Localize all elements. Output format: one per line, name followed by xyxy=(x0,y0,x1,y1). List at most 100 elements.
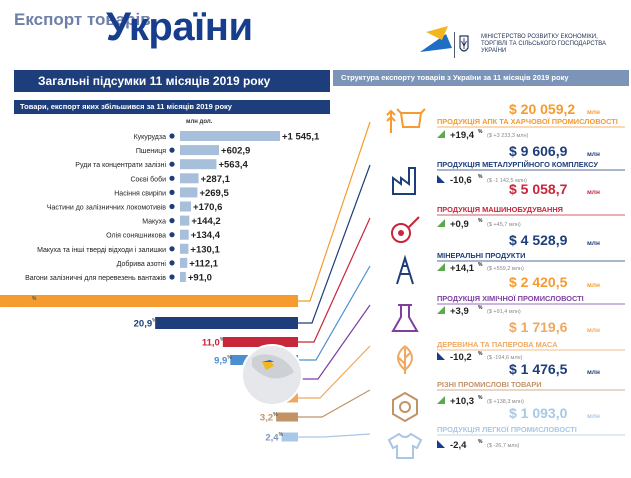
percent-sign: % xyxy=(220,337,225,343)
growth-category-label: Частини до залізничних локомотивів xyxy=(47,204,166,212)
growth-value-label: +130,1 xyxy=(190,244,220,255)
nut-icon xyxy=(392,391,418,423)
bullet-icon xyxy=(169,246,175,252)
share-value-label: 20,9 xyxy=(134,319,153,330)
connector-line xyxy=(298,121,371,302)
export-unit: млн xyxy=(587,109,600,116)
category-name: ДЕРЕВИНА ТА ПАПЕРОВА МАСА xyxy=(437,340,558,349)
ministry-name: МІНІСТЕРСТВО РОЗВИТКУ ЕКОНОМІКИ, ТОРГІВЛ… xyxy=(481,34,607,54)
percent-sign: % xyxy=(478,129,483,135)
trend-up-icon xyxy=(437,263,445,271)
export-value: $ 1 719,6 xyxy=(509,319,568,335)
gear-wrench-icon xyxy=(408,216,420,228)
bullet-icon xyxy=(169,189,175,195)
share-value-label: 2,4 xyxy=(265,433,279,444)
header-country: України xyxy=(106,5,253,49)
wheat-cow-icon xyxy=(396,108,426,128)
gear-wrench-icon xyxy=(398,230,404,236)
growth-value-label: +602,9 xyxy=(221,146,250,157)
header-export-label: Експорт товарів xyxy=(14,10,151,29)
change-absolute: ($ +138,3 млн) xyxy=(487,399,524,405)
export-unit: млн xyxy=(587,189,600,196)
share-value-label: 11,0 xyxy=(202,338,220,349)
growth-bar xyxy=(180,243,189,254)
export-unit: млн xyxy=(587,151,600,158)
category-name: РІЗНІ ПРОМИСЛОВІ ТОВАРИ xyxy=(437,380,542,389)
percent-sign: % xyxy=(478,174,483,180)
bullet-icon xyxy=(169,147,175,153)
leaf-icon xyxy=(397,345,413,374)
share-bar xyxy=(276,412,298,422)
connector-line xyxy=(298,164,371,324)
export-value: $ 20 059,2 xyxy=(509,101,575,117)
connector-line xyxy=(298,217,371,343)
trend-up-icon xyxy=(437,219,445,227)
export-value: $ 1 093,0 xyxy=(509,405,568,421)
bullet-icon xyxy=(169,175,175,181)
export-unit: млн xyxy=(587,240,600,247)
bullet-icon xyxy=(169,161,175,167)
export-unit: млн xyxy=(587,413,600,420)
trend-down-icon xyxy=(437,440,445,448)
growth-category-label: Макуха та інші тверді відходи і залишки xyxy=(37,246,166,254)
connector-line xyxy=(298,389,371,418)
growth-value-label: +134,4 xyxy=(191,230,221,241)
growth-value-label: +170,6 xyxy=(193,202,222,213)
trend-down-icon xyxy=(437,175,445,183)
percent-sign: % xyxy=(273,412,278,418)
growth-category-label: Макуха xyxy=(142,219,166,226)
growth-value-label: +269,5 xyxy=(199,188,229,199)
percent-sign: % xyxy=(279,432,284,438)
trend-up-icon xyxy=(437,396,445,404)
growth-bar xyxy=(180,215,190,226)
ukraine-mark-icon xyxy=(262,360,274,370)
unit-label: млн дол. xyxy=(186,119,213,125)
growth-value-label: +287,1 xyxy=(201,174,231,185)
change-percent: +10,3 xyxy=(450,396,474,407)
connector-line xyxy=(298,345,371,399)
structure-title: Структура експорту товарів з України за … xyxy=(333,70,629,86)
export-value: $ 1 476,5 xyxy=(509,361,568,377)
connector-line xyxy=(298,433,371,438)
growth-category-label: Олія соняшникова xyxy=(106,232,166,240)
growth-category-label: Соєві боби xyxy=(130,175,166,183)
export-value: $ 2 420,5 xyxy=(509,274,568,290)
share-bar xyxy=(0,295,298,307)
share-value-label: 9,9 xyxy=(214,356,227,367)
percent-sign: % xyxy=(32,296,37,302)
growth-bar xyxy=(180,159,217,170)
summary-title: Загальні підсумки 11 місяців 2019 року xyxy=(14,70,330,92)
growth-category-label: Насіння свиріпи xyxy=(114,189,166,197)
export-value: $ 5 058,7 xyxy=(509,181,568,197)
bullet-icon xyxy=(169,260,175,266)
trend-down-icon xyxy=(437,352,445,360)
wheat-cow-icon xyxy=(386,109,396,133)
growth-category-label: Пшениця xyxy=(136,148,166,155)
percent-sign: % xyxy=(478,305,483,311)
percent-sign: % xyxy=(152,318,157,324)
gear-wrench-icon xyxy=(391,223,411,243)
growth-bar xyxy=(180,201,192,212)
change-percent: +3,9 xyxy=(450,306,469,317)
export-value: $ 9 606,9 xyxy=(509,143,568,159)
share-bar xyxy=(155,317,298,329)
change-percent: -10,2 xyxy=(450,352,472,363)
growth-bar xyxy=(180,145,220,156)
change-absolute: ($ +45,7 млн) xyxy=(487,222,521,228)
bullet-icon xyxy=(169,133,175,139)
change-percent: -2,4 xyxy=(450,440,467,451)
export-unit: млн xyxy=(587,282,600,289)
shirt-icon xyxy=(387,432,423,459)
growth-value-label: +112,1 xyxy=(189,258,219,269)
percent-sign: % xyxy=(478,395,483,401)
share-bar xyxy=(222,337,298,347)
growth-value-label: +563,4 xyxy=(218,160,248,171)
change-absolute: ($ -1 142,5 млн) xyxy=(487,178,527,184)
change-absolute: ($ +559,2 млн) xyxy=(487,266,524,272)
growth-bar xyxy=(180,187,198,198)
change-percent: +14,1 xyxy=(450,263,475,274)
growth-category-label: Кукурудза xyxy=(134,134,167,141)
growth-title: Товари, експорт яких збільшився за 11 мі… xyxy=(14,100,330,114)
change-absolute: ($ +91,4 млн) xyxy=(487,309,521,315)
growth-value-label: +91,0 xyxy=(188,273,212,284)
